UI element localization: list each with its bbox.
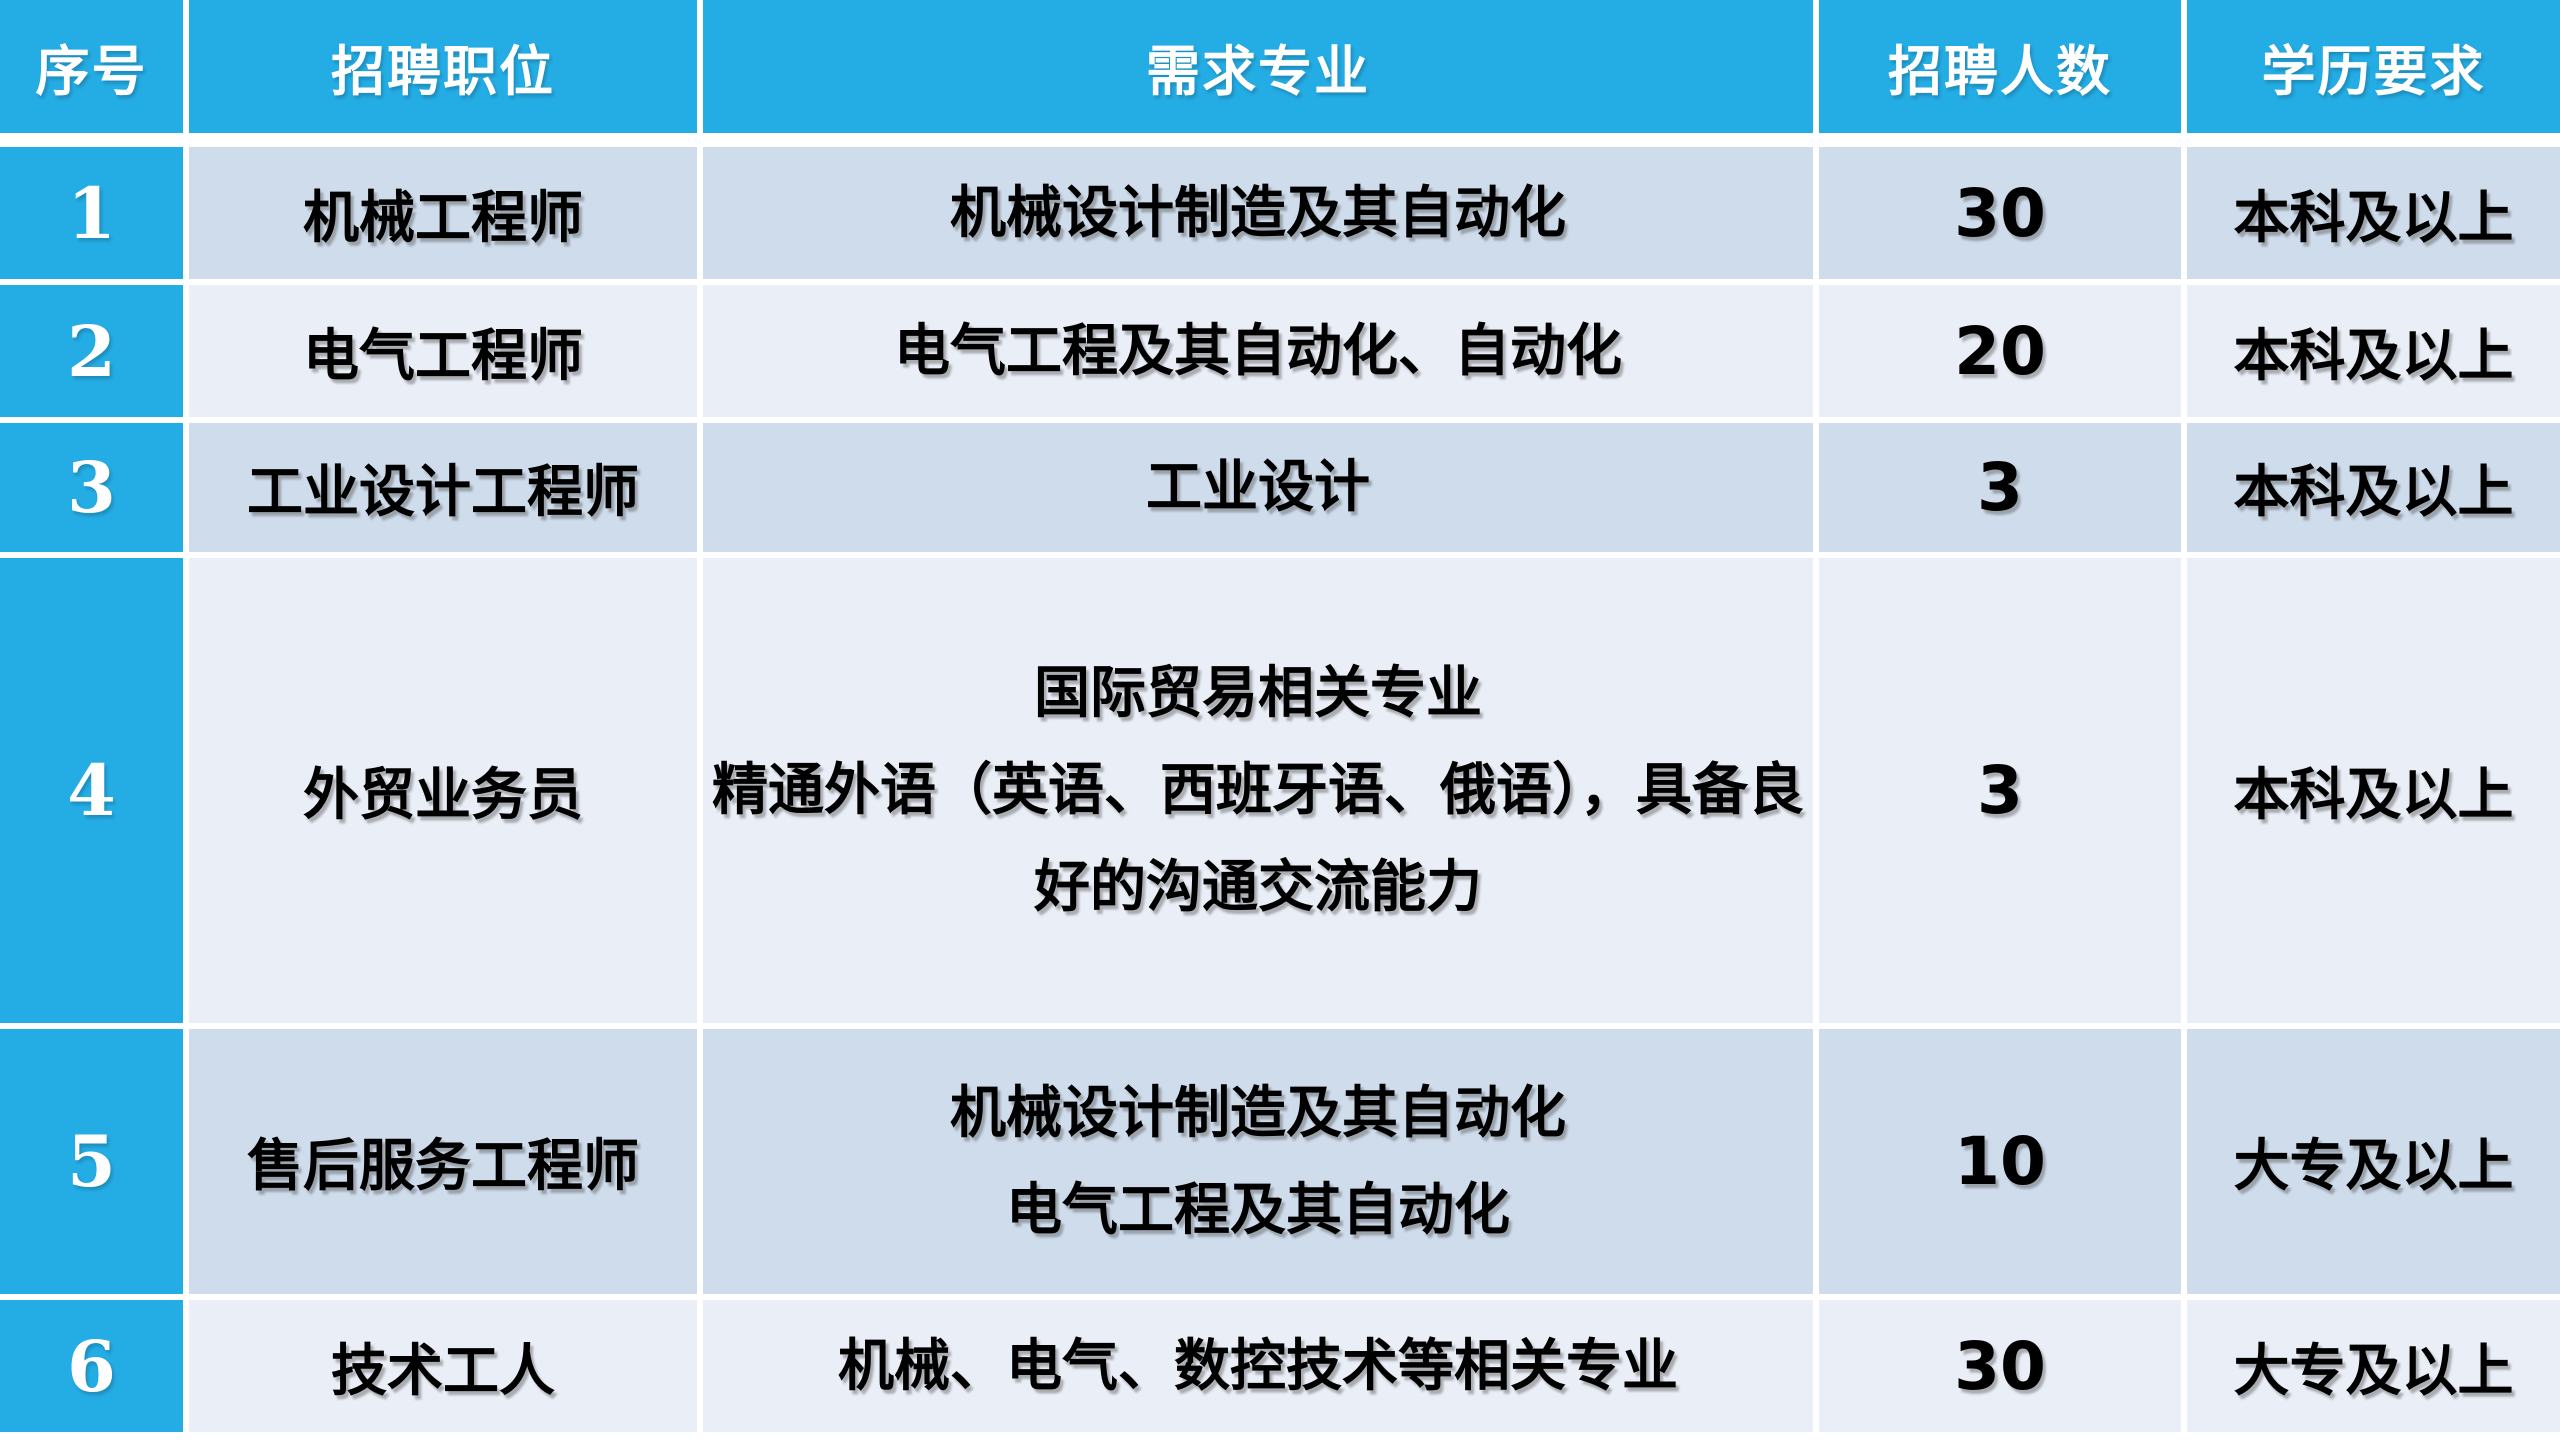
position-cell: 技术工人 bbox=[189, 1300, 697, 1432]
education-cell: 本科及以上 bbox=[2187, 147, 2560, 279]
position-cell: 电气工程师 bbox=[189, 285, 697, 417]
serial-number: 3 bbox=[67, 446, 116, 529]
major-cell: 电气工程及其自动化、自动化 bbox=[703, 285, 1813, 417]
headcount-cell: 3 bbox=[1819, 423, 2181, 552]
serial-number: 1 bbox=[67, 171, 116, 255]
serial-cell: 3 bbox=[0, 423, 183, 552]
headcount-cell: 10 bbox=[1819, 1029, 2181, 1294]
serial-number: 6 bbox=[67, 1324, 116, 1408]
position-text: 工业设计工程师 bbox=[247, 460, 639, 525]
position-cell: 售后服务工程师 bbox=[189, 1029, 697, 1294]
education-cell: 本科及以上 bbox=[2187, 558, 2560, 1023]
major-line: 机械设计制造及其自动化 bbox=[950, 1080, 1566, 1146]
major-cell: 工业设计 bbox=[703, 423, 1813, 552]
headcount-cell: 3 bbox=[1819, 558, 2181, 1023]
major-line: 电气工程及其自动化、自动化 bbox=[894, 318, 1622, 384]
position-cell: 外贸业务员 bbox=[189, 558, 697, 1023]
header-label-no: 序号 bbox=[35, 39, 148, 103]
education-text: 大专及以上 bbox=[2233, 1134, 2514, 1199]
major-line: 国际贸易相关专业 bbox=[1034, 661, 1482, 726]
headcount-cell: 20 bbox=[1819, 285, 2181, 417]
education-text: 本科及以上 bbox=[2233, 763, 2514, 828]
serial-number: 2 bbox=[67, 309, 116, 393]
serial-cell: 2 bbox=[0, 285, 183, 417]
major-line: 工业设计 bbox=[1146, 455, 1370, 520]
headcount-cell: 30 bbox=[1819, 1300, 2181, 1432]
headcount-value: 20 bbox=[1954, 312, 2046, 390]
headcount-value: 3 bbox=[1977, 752, 2023, 829]
serial-cell: 5 bbox=[0, 1029, 183, 1294]
major-cell: 机械设计制造及其自动化 电气工程及其自动化 bbox=[703, 1029, 1813, 1294]
major-line: 好的沟通交流能力 bbox=[1034, 855, 1482, 920]
major-line: 电气工程及其自动化 bbox=[1006, 1177, 1510, 1243]
serial-cell: 4 bbox=[0, 558, 183, 1023]
header-cell-education: 学历要求 bbox=[2187, 0, 2560, 133]
headcount-value: 30 bbox=[1954, 174, 2046, 252]
major-cell: 国际贸易相关专业 精通外语（英语、西班牙语、俄语），具备良 好的沟通交流能力 bbox=[703, 558, 1813, 1023]
position-text: 电气工程师 bbox=[303, 323, 583, 389]
education-cell: 大专及以上 bbox=[2187, 1300, 2560, 1432]
header-cell-headcount: 招聘人数 bbox=[1819, 0, 2181, 133]
headcount-value: 10 bbox=[1954, 1123, 2046, 1200]
position-cell: 工业设计工程师 bbox=[189, 423, 697, 552]
headcount-cell: 30 bbox=[1819, 147, 2181, 279]
header-cell-major: 需求专业 bbox=[703, 0, 1813, 133]
education-text: 大专及以上 bbox=[2233, 1338, 2514, 1404]
serial-cell: 1 bbox=[0, 147, 183, 279]
major-cell: 机械、电气、数控技术等相关专业 bbox=[703, 1300, 1813, 1432]
major-cell: 机械设计制造及其自动化 bbox=[703, 147, 1813, 279]
major-line: 精通外语（英语、西班牙语、俄语），具备良 bbox=[712, 758, 1804, 823]
header-label-headcount: 招聘人数 bbox=[1888, 39, 2112, 103]
headcount-value: 3 bbox=[1977, 449, 2023, 526]
header-cell-position: 招聘职位 bbox=[189, 0, 697, 133]
education-text: 本科及以上 bbox=[2233, 460, 2514, 525]
header-label-major: 需求专业 bbox=[1146, 39, 1370, 103]
serial-cell: 6 bbox=[0, 1300, 183, 1432]
education-cell: 大专及以上 bbox=[2187, 1029, 2560, 1294]
position-cell: 机械工程师 bbox=[189, 147, 697, 279]
position-text: 售后服务工程师 bbox=[247, 1134, 639, 1199]
headcount-value: 30 bbox=[1954, 1327, 2046, 1405]
serial-number: 4 bbox=[67, 749, 116, 832]
major-line: 机械、电气、数控技术等相关专业 bbox=[838, 1333, 1678, 1399]
education-cell: 本科及以上 bbox=[2187, 423, 2560, 552]
major-line: 机械设计制造及其自动化 bbox=[950, 180, 1566, 246]
education-text: 本科及以上 bbox=[2233, 323, 2514, 389]
education-cell: 本科及以上 bbox=[2187, 285, 2560, 417]
position-text: 机械工程师 bbox=[303, 185, 583, 251]
header-label-education: 学历要求 bbox=[2261, 39, 2486, 103]
header-label-position: 招聘职位 bbox=[331, 39, 555, 103]
position-text: 技术工人 bbox=[331, 1338, 555, 1404]
education-text: 本科及以上 bbox=[2233, 185, 2514, 251]
serial-number: 5 bbox=[67, 1120, 116, 1203]
header-cell-no: 序号 bbox=[0, 0, 183, 133]
position-text: 外贸业务员 bbox=[303, 763, 583, 828]
